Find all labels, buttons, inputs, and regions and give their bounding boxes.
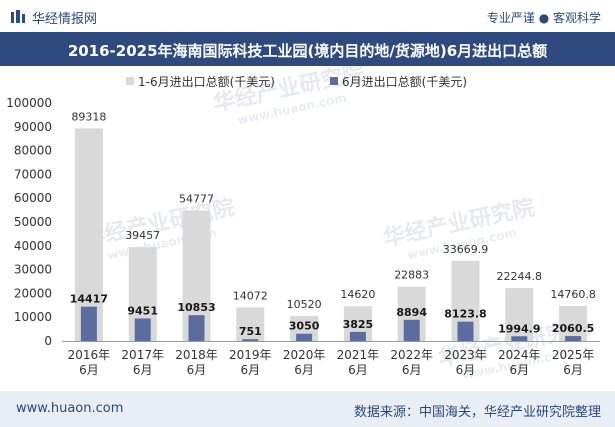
chart-legend: 1-6月进出口总额(千美元) 6月进出口总额(千美元) [126,75,467,89]
bar-june [80,306,97,341]
x-tick-label-month: 6月 [563,363,583,377]
chart-logo-icon [11,10,25,23]
title-bar [0,32,615,66]
legend-swatch [330,77,338,85]
y-tick-label: 30000 [14,263,52,277]
data-label-total: 54777 [179,193,214,206]
x-axis: 2016年6月2017年6月2018年6月2019年6月2020年6月2021年… [62,341,600,377]
bars-layer: 89318 14417 39457 9451 54777 10853 14072 751 105… [70,110,596,341]
bar-june [511,336,528,341]
x-tick-label-month: 6月 [187,363,207,377]
x-tick-label-month: 6月 [509,363,529,377]
data-label-june: 2060.5 [552,322,594,335]
data-label-total: 14620 [340,288,375,301]
legend-label: 1-6月进出口总额(千美元) [138,75,275,89]
bar-total-h1 [236,307,265,341]
x-tick-label-month: 6月 [402,363,422,377]
y-tick-label: 50000 [14,215,52,229]
data-label-june: 8894 [396,306,427,319]
x-tick-label-year: 2024年 [498,348,541,362]
bar-june [188,315,205,341]
bar-total-h1 [559,305,588,341]
data-label-june: 1994.9 [498,322,540,335]
y-tick-label: 20000 [14,286,52,300]
legend-swatch [126,77,134,85]
x-tick-label-year: 2016年 [68,348,111,362]
data-label-june: 3825 [343,318,374,331]
x-tick-label-year: 2021年 [337,348,380,362]
bar-june [296,333,313,341]
footer-website-link[interactable]: www.huaon.com [16,401,124,416]
legend-label: 6月进出口总额(千美元) [342,75,467,89]
x-tick-label-year: 2020年 [283,348,326,362]
data-label-total: 39457 [125,229,160,242]
bar-total-h1 [505,288,534,341]
x-tick-label-year: 2018年 [175,348,218,362]
footer-bar [0,391,615,427]
x-tick-label-month: 6月 [456,363,476,377]
y-tick-label: 40000 [14,239,52,253]
data-label-june: 10853 [177,301,215,314]
data-label-total: 10520 [287,298,322,311]
x-tick-label-year: 2022年 [390,348,433,362]
y-tick-label: 80000 [14,144,52,158]
bar-june [242,339,259,341]
data-label-june: 8123.8 [444,308,486,321]
x-tick-label-year: 2017年 [121,348,164,362]
data-label-june: 751 [239,325,262,338]
bar-june [403,319,420,341]
x-tick-label-month: 6月 [133,363,153,377]
data-source-note: 数据来源：中国海关，华经产业研究院整理 [353,405,601,420]
data-label-total: 22883 [394,269,429,282]
x-tick-label-year: 2019年 [229,348,272,362]
data-label-june: 3050 [289,320,320,333]
y-tick-label: 70000 [14,167,52,181]
bar-june [349,331,366,341]
bar-june [457,321,474,341]
data-label-june: 9451 [127,305,158,318]
bar-june [565,336,582,341]
bar-chart: 华经产业研究院www.huaon.com华经产业研究院www.huaon.com… [6,66,600,382]
data-label-total: 22244.8 [497,270,543,283]
y-tick-label: 100000 [6,96,52,110]
x-tick-label-month: 6月 [240,363,260,377]
tagline: 专业严谨 ● 客观科学 [486,11,601,25]
x-tick-label-month: 6月 [294,363,314,377]
y-tick-label: 90000 [14,120,52,134]
top-bar: 华经情报网 专业严谨 ● 客观科学 [0,0,615,32]
y-tick-label: 60000 [14,191,52,205]
chart-title: 2016-2025年海南国际科技工业园(境内目的地/货源地)6月进出口总额 [67,42,548,60]
x-tick-label-month: 6月 [79,363,99,377]
x-tick-label-month: 6月 [348,363,368,377]
brand-name[interactable]: 华经情报网 [32,12,98,27]
y-tick-label: 10000 [14,310,52,324]
data-label-total: 89318 [71,110,106,123]
bar-total-h1 [74,128,103,341]
data-label-total: 14072 [233,290,268,303]
data-label-june: 14417 [70,293,108,306]
bar-june [134,318,151,341]
x-tick-label-year: 2023年 [444,348,487,362]
y-axis: 0 10000 20000 30000 40000 50000 60000 70000 8000… [6,96,52,348]
data-label-total: 33669.9 [443,243,489,256]
y-tick-label: 0 [44,334,52,348]
x-tick-label-year: 2025年 [552,348,595,362]
data-label-total: 14760.8 [550,288,596,301]
